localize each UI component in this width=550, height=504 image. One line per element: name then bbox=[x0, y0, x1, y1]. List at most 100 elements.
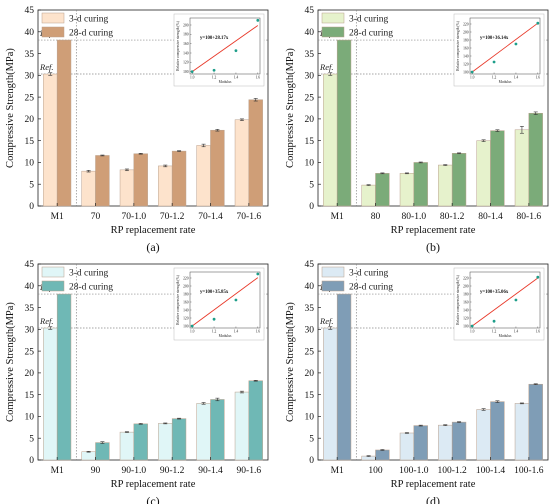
y-tick-label: 25 bbox=[305, 93, 315, 103]
x-tick-label: 80-1.6 bbox=[517, 212, 542, 222]
y-tick-label: 0 bbox=[309, 202, 314, 212]
inset-y-tick-label: 140 bbox=[463, 54, 469, 58]
inset-y-axis-title: Relative compressive strength (%) bbox=[456, 20, 460, 70]
bar-3d bbox=[476, 409, 491, 461]
inset-x-tick-label: 1.6 bbox=[256, 76, 261, 80]
inset-data-point bbox=[190, 70, 194, 74]
inset-x-axis-title: Modulus bbox=[499, 80, 512, 84]
inset-y-tick-label: 180 bbox=[183, 33, 189, 37]
legend-swatch bbox=[321, 280, 345, 292]
ref-label: Ref. bbox=[319, 316, 333, 326]
y-tick-label: 35 bbox=[305, 304, 315, 314]
inset-y-tick-label: 200 bbox=[463, 284, 469, 288]
inset-x-tick-label: 1.4 bbox=[514, 76, 519, 80]
bar-28d bbox=[210, 399, 225, 461]
x-tick-label: M1 bbox=[331, 212, 344, 222]
y-tick-label: 40 bbox=[25, 282, 35, 292]
plot-frame bbox=[37, 263, 269, 461]
legend-label: 3-d curing bbox=[349, 269, 389, 279]
bar-28d bbox=[248, 99, 263, 207]
inset-x-axis-title: Modulus bbox=[499, 334, 512, 338]
inset-y-tick-label: 160 bbox=[463, 46, 469, 50]
inset-data-point bbox=[256, 272, 260, 276]
x-tick-label: 70-1.0 bbox=[122, 212, 147, 222]
chart-panel: 051015202530354045Ref.Ref.M18080-1.080-1… bbox=[285, 6, 549, 254]
legend-label: 3-d curing bbox=[69, 269, 109, 279]
ref-label: Ref. bbox=[319, 62, 333, 72]
inset-y-tick-label: 180 bbox=[463, 292, 469, 296]
y-tick-label: 25 bbox=[25, 93, 35, 103]
y-tick-label: 5 bbox=[29, 180, 34, 190]
inset-y-axis-title: Relative compressive strength (%) bbox=[176, 20, 180, 70]
legend-label: 28-d curing bbox=[69, 283, 113, 293]
inset-x-tick-label: 1.6 bbox=[536, 330, 541, 334]
inset-y-tick-label: 180 bbox=[183, 292, 189, 296]
y-tick-label: 20 bbox=[305, 115, 315, 125]
bar-28d bbox=[56, 293, 72, 461]
inset-data-point bbox=[470, 70, 474, 74]
bar-3d bbox=[234, 391, 250, 461]
x-tick-label: M1 bbox=[51, 212, 64, 222]
y-tick-label: 20 bbox=[305, 369, 315, 379]
legend-swatch bbox=[321, 12, 345, 24]
inset-x-tick-label: 1.0 bbox=[470, 330, 475, 334]
y-tick-label: 10 bbox=[25, 159, 35, 169]
y-tick-label: 5 bbox=[309, 180, 314, 190]
inset-equation: y=100+35.06x bbox=[480, 290, 509, 295]
x-tick-label: 90 bbox=[91, 466, 101, 476]
legend-label: 28-d curing bbox=[349, 283, 393, 293]
inset-x-tick-label: 1.2 bbox=[492, 76, 497, 80]
y-tick-label: 5 bbox=[29, 434, 34, 444]
y-tick-label: 45 bbox=[305, 260, 315, 270]
y-tick-label: 30 bbox=[25, 72, 35, 82]
bar-3d bbox=[476, 140, 491, 207]
bar-3d bbox=[81, 170, 96, 207]
y-tick-label: 15 bbox=[305, 391, 315, 401]
y-tick-label: 15 bbox=[25, 391, 35, 401]
y-tick-label: 40 bbox=[25, 28, 35, 38]
y-tick-label: 25 bbox=[25, 347, 35, 357]
inset-data-point bbox=[514, 298, 518, 302]
bar-3d bbox=[119, 169, 135, 207]
inset-frame bbox=[189, 17, 261, 75]
bar-3d bbox=[514, 403, 530, 461]
inset-y-tick-label: 120 bbox=[183, 316, 189, 320]
inset-equation: y=100+28.17x bbox=[200, 36, 229, 41]
legend-label: 28-d curing bbox=[349, 29, 393, 39]
y-tick-label: 0 bbox=[29, 456, 34, 466]
bar-3d bbox=[438, 164, 453, 207]
inset-equation: y=100+36.14x bbox=[480, 36, 509, 41]
y-tick-label: 10 bbox=[25, 413, 35, 423]
inset-data-point bbox=[256, 18, 260, 22]
inset-y-tick-label: 220 bbox=[463, 22, 469, 26]
inset-x-tick-label: 1.0 bbox=[190, 330, 195, 334]
bar-28d bbox=[528, 383, 543, 461]
inset-y-tick-label: 140 bbox=[183, 51, 189, 55]
legend-label: 3-d curing bbox=[349, 15, 389, 25]
inset-x-axis-title: Modulus bbox=[219, 80, 232, 84]
y-tick-label: 35 bbox=[25, 304, 35, 314]
inset-data-point bbox=[492, 60, 496, 64]
inset-frame bbox=[469, 17, 541, 75]
inset-x-tick-label: 1.4 bbox=[234, 330, 239, 334]
chart-panel: 051015202530354045Ref.Ref.M17070-1.070-1… bbox=[5, 6, 269, 254]
bar-28d bbox=[375, 449, 390, 461]
x-tick-label: 100-1.2 bbox=[438, 466, 468, 476]
inset-data-point bbox=[492, 319, 496, 323]
inset-y-tick-label: 200 bbox=[183, 284, 189, 288]
bar-28d bbox=[95, 155, 110, 207]
bar-28d bbox=[56, 39, 72, 207]
y-tick-label: 20 bbox=[25, 115, 35, 125]
bar-3d bbox=[158, 423, 173, 461]
inset-frame bbox=[189, 271, 261, 329]
bar-3d bbox=[514, 129, 530, 207]
y-tick-label: 0 bbox=[309, 456, 314, 466]
y-tick-label: 15 bbox=[305, 137, 315, 147]
inset-x-tick-label: 1.2 bbox=[212, 330, 217, 334]
inset-fit-line bbox=[471, 22, 539, 73]
legend-swatch bbox=[41, 26, 65, 38]
inset-y-tick-label: 200 bbox=[183, 23, 189, 27]
inset-fit-line bbox=[471, 277, 539, 327]
bar-28d bbox=[451, 421, 467, 461]
bar-3d bbox=[81, 451, 96, 461]
